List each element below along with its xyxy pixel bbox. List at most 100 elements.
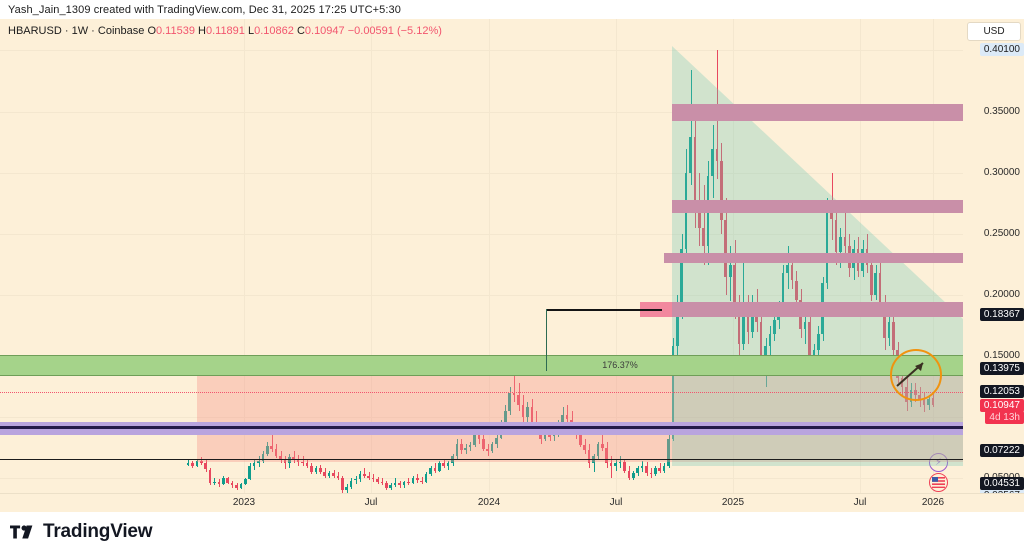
candle-body — [288, 457, 291, 464]
legend-sep-2: · — [91, 25, 95, 37]
footer-bar: TradingView — [0, 512, 1024, 551]
candle-body — [618, 462, 622, 464]
lightning-icon[interactable]: ⚡ — [929, 453, 948, 472]
candle-body — [605, 447, 609, 464]
time-axis-tick: 2024 — [477, 497, 501, 508]
candle-body — [808, 322, 811, 363]
candle-body — [764, 346, 767, 357]
vertical-gridline — [616, 19, 617, 493]
candle-wick — [602, 435, 604, 452]
resistance-band-040-overlay[interactable] — [672, 104, 963, 121]
candle-body — [631, 473, 635, 479]
measure-top-line[interactable] — [546, 309, 662, 311]
currency-button[interactable]: USD — [967, 22, 1021, 41]
usa-flag-icon[interactable] — [929, 473, 948, 492]
legend-open-label: O — [147, 25, 156, 37]
time-axis-tick: Jul — [364, 497, 378, 508]
candle-body — [310, 465, 313, 472]
candle-body — [429, 468, 432, 475]
purple-support-center-line[interactable] — [0, 426, 963, 429]
candle-body — [737, 307, 741, 344]
candle-body — [759, 322, 763, 357]
salmon-range-rectangle[interactable] — [197, 371, 963, 462]
candle-body — [345, 486, 348, 491]
price-axis-tick: 0.15000 — [983, 350, 1020, 362]
candle-body — [609, 463, 613, 466]
candle-body — [191, 463, 194, 466]
candle-body — [702, 228, 706, 247]
candle-wick — [302, 456, 304, 466]
candle-body — [627, 470, 631, 478]
highlight-circle-annotation[interactable] — [890, 349, 942, 401]
candle-body — [266, 446, 269, 454]
price-axis-tick: 0.30000 — [983, 167, 1020, 179]
candle-body — [437, 463, 441, 471]
candle-body — [411, 478, 415, 483]
candle-body — [830, 212, 833, 220]
candle-body — [270, 446, 274, 449]
candle-body — [446, 463, 450, 466]
tradingview-wordmark: TradingView — [43, 520, 153, 542]
candle-body — [843, 236, 847, 247]
price-axis-tick: 0.35000 — [983, 106, 1020, 118]
candle-body — [724, 219, 728, 277]
price-level-label-0-07222[interactable]: 0.07222 — [979, 443, 1024, 457]
high-price-label: 0.40100 — [979, 43, 1024, 57]
symbol-legend[interactable]: HBARUSD · 1W · Coinbase O0.11539 H0.1189… — [8, 25, 442, 37]
price-level-label-0-12053[interactable]: 0.12053 — [979, 385, 1024, 398]
last-price-dotted-line[interactable] — [0, 392, 963, 393]
resistance-band-018367-overlay[interactable] — [672, 302, 963, 317]
candle-body — [363, 474, 366, 476]
candle-body — [199, 461, 203, 464]
measure-vertical-line[interactable] — [546, 309, 547, 371]
up-arrow-annotation — [896, 362, 924, 387]
candle-body — [473, 431, 476, 446]
candle-body — [314, 468, 318, 472]
candle-body — [892, 322, 895, 350]
candle-body — [662, 465, 666, 471]
candle-body — [579, 435, 582, 446]
candle-body — [486, 448, 490, 452]
horizontal-gridline — [0, 173, 963, 175]
legend-high-label: H — [198, 25, 206, 37]
candle-wick — [567, 404, 569, 424]
candle-body — [750, 304, 754, 332]
price-level-label-0-18367[interactable]: 0.18367 — [979, 308, 1024, 322]
candle-wick — [188, 458, 189, 466]
resistance-band-025-overlay[interactable] — [664, 253, 963, 263]
candle-body — [645, 465, 648, 474]
candle-wick — [690, 69, 692, 186]
candle-body — [186, 463, 190, 465]
legend-high-value: 0.11891 — [205, 25, 245, 37]
candle-body — [336, 475, 340, 478]
resistance-band-030-overlay[interactable] — [672, 200, 963, 213]
candle-body — [768, 334, 772, 347]
candle-body — [283, 459, 287, 464]
candle-wick — [271, 435, 273, 453]
candle-body — [728, 264, 732, 277]
candle-body — [385, 482, 388, 488]
green-support-band-013975[interactable] — [0, 355, 963, 376]
price-level-label-0-13975[interactable]: 0.13975 — [979, 361, 1024, 375]
time-axis[interactable]: 2023 Jul 2024 Jul 2025 Jul 2026 — [0, 493, 1024, 512]
candle-body — [653, 468, 657, 475]
candle-body — [389, 485, 393, 488]
candle-body — [543, 431, 547, 439]
price-level-label-0-10947[interactable]: 0.10947 — [979, 398, 1024, 412]
support-line-004531[interactable] — [0, 459, 963, 460]
candle-body — [468, 445, 472, 448]
candle-body — [455, 443, 459, 457]
candle-body — [301, 462, 304, 464]
price-axis-tick: 0.20000 — [983, 289, 1020, 301]
candle-body — [433, 468, 437, 471]
candle-body — [693, 136, 697, 210]
horizontal-gridline — [0, 112, 963, 114]
time-axis-tick: Jul — [853, 497, 867, 508]
price-axis[interactable]: USD 0.40100 0.35000 0.30000 0.25000 0.20000 0… — [963, 19, 1024, 493]
candle-body — [583, 445, 587, 450]
candle-wick — [214, 478, 216, 486]
candle-body — [292, 457, 296, 460]
price-level-label-0-04531[interactable]: 0.04531 — [979, 476, 1024, 490]
chart-plot-area[interactable]: 176.37% — [0, 19, 963, 493]
